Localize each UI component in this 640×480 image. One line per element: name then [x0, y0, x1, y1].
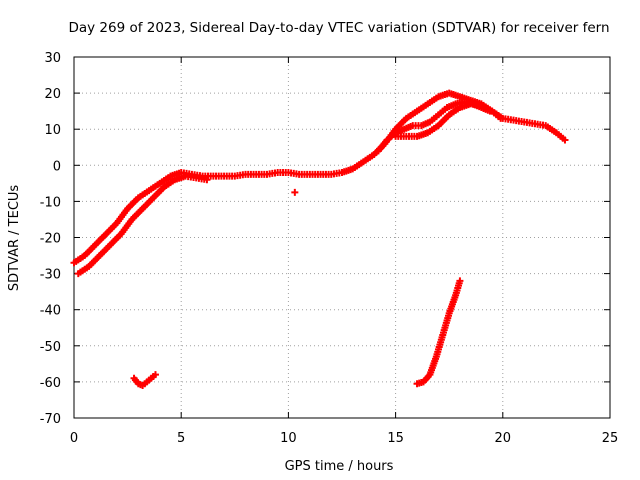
y-tick-label: -40: [40, 304, 61, 319]
x-tick-label: 20: [495, 431, 512, 446]
y-tick-label: 30: [44, 51, 61, 66]
y-tick-label: 10: [44, 123, 61, 138]
y-tick-labels: -70 -60 -50 -40 -30 -20 -10 0 10 20 30: [40, 51, 61, 427]
data-point: [203, 176, 211, 184]
data-point: [291, 188, 299, 196]
x-tick-label: 5: [177, 431, 185, 446]
series-isolated-point: [291, 188, 299, 196]
data-markers: [70, 89, 569, 390]
y-tick-label: -50: [40, 340, 61, 355]
data-point: [561, 136, 569, 144]
y-tick-label: 0: [53, 159, 61, 174]
x-tick-labels: 0 5 10 15 20 25: [70, 431, 618, 446]
y-axis-label: SDTVAR / TECUs: [7, 185, 22, 292]
series-track-b: [74, 172, 211, 278]
y-tick-label: -20: [40, 232, 61, 247]
chart-title: Day 269 of 2023, Sidereal Day-to-day VTE…: [68, 20, 609, 36]
tick-marks: [73, 56, 611, 419]
y-tick-label: -60: [40, 376, 61, 391]
y-tick-label: -30: [40, 268, 61, 283]
y-tick-label: -70: [40, 412, 61, 427]
data-point: [151, 371, 159, 379]
x-tick-label: 0: [70, 431, 78, 446]
y-tick-label: -10: [40, 195, 61, 210]
grid-lines: [74, 57, 610, 418]
series-track-low-2: [413, 277, 464, 388]
series-track-low-1: [130, 371, 159, 390]
x-axis-label: GPS time / hours: [285, 459, 394, 474]
data-point: [456, 277, 464, 285]
x-tick-label: 15: [387, 431, 404, 446]
x-tick-label: 25: [602, 431, 619, 446]
y-tick-label: 20: [44, 87, 61, 102]
series-track-d: [392, 100, 505, 140]
x-tick-label: 10: [280, 431, 297, 446]
data-point: [497, 114, 505, 122]
